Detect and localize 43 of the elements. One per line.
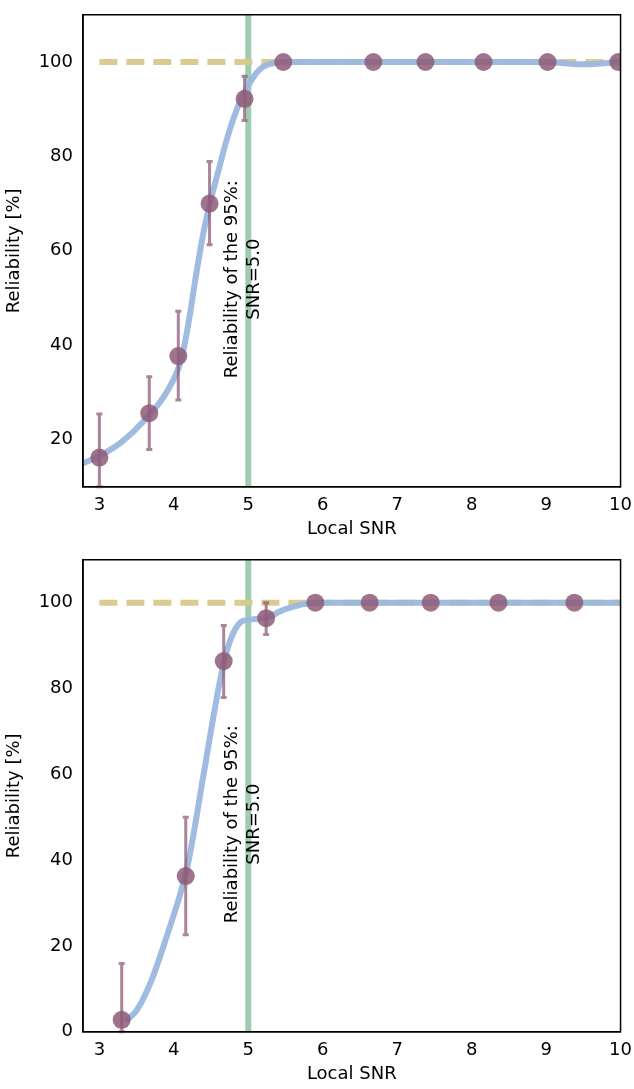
x-tick-label: 7 (391, 493, 403, 515)
ref-line-label: Reliability of the 95%: SNR=5.0 (219, 180, 263, 379)
x-tick-label: 10 (609, 493, 632, 515)
x-tick-label: 4 (168, 493, 180, 515)
y-tick-label: 80 (50, 144, 73, 166)
point (538, 53, 557, 71)
point (274, 53, 293, 71)
point (360, 593, 379, 612)
x-axis-title: Local SNR (306, 1061, 397, 1083)
x-tick-label: 3 (93, 493, 106, 515)
x-tick-label: 9 (540, 493, 552, 515)
x-tick-label: 9 (540, 1038, 552, 1060)
x-tick-label: 8 (465, 493, 478, 515)
y-tick-label: 40 (50, 847, 73, 869)
x-axis-title: Local SNR (306, 516, 397, 538)
y-tick-label: 20 (50, 933, 73, 955)
x-tick-label: 4 (168, 1038, 180, 1060)
point (306, 593, 325, 612)
point (416, 53, 435, 71)
y-tick-label: 40 (50, 332, 73, 354)
x-tick-label: 5 (242, 493, 255, 515)
point (474, 53, 493, 71)
x-tick-label: 7 (391, 1038, 403, 1060)
y-axis-title: Reliability [%] (2, 733, 24, 859)
x-tick-label: 6 (317, 1038, 329, 1060)
ref-line-label: Reliability of the 95%: SNR=5.0 (219, 725, 263, 924)
x-tick-label: 3 (93, 1038, 106, 1060)
x-tick-label: 5 (242, 1038, 255, 1060)
point (565, 593, 584, 612)
x-tick-label: 8 (465, 1038, 478, 1060)
y-tick-label: 20 (50, 427, 73, 449)
y-tick-label: 60 (50, 762, 73, 784)
y-axis-title: Reliability [%] (2, 188, 24, 314)
y-tick-label: 0 (61, 1019, 73, 1041)
y-tick-label: 60 (50, 238, 73, 260)
point (364, 53, 383, 71)
x-tick-label: 6 (317, 493, 329, 515)
y-tick-label: 80 (50, 676, 73, 698)
point (421, 593, 440, 612)
x-tick-label: 10 (609, 1038, 632, 1060)
point (489, 593, 508, 612)
y-tick-label: 100 (38, 49, 73, 71)
y-tick-label: 100 (38, 590, 73, 612)
